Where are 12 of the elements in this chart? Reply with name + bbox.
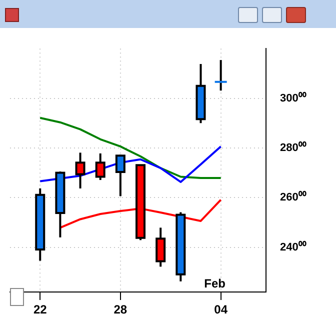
x-tick-label: 22	[33, 302, 48, 317]
candlestick	[115, 154, 126, 198]
y-tick-label: 280⁰⁰	[280, 140, 306, 154]
y-tick-label: 260⁰⁰	[280, 190, 306, 204]
candlestick	[156, 226, 166, 268]
y-tick-label: 240⁰⁰	[280, 240, 306, 254]
x-tick-label: 28	[114, 302, 128, 317]
candlestick	[95, 152, 106, 181]
candlestick	[75, 152, 86, 190]
annotation: Feb	[204, 276, 226, 290]
y-tick-label: 300⁰⁰	[280, 91, 306, 104]
x-tick-label: 04	[214, 302, 228, 317]
